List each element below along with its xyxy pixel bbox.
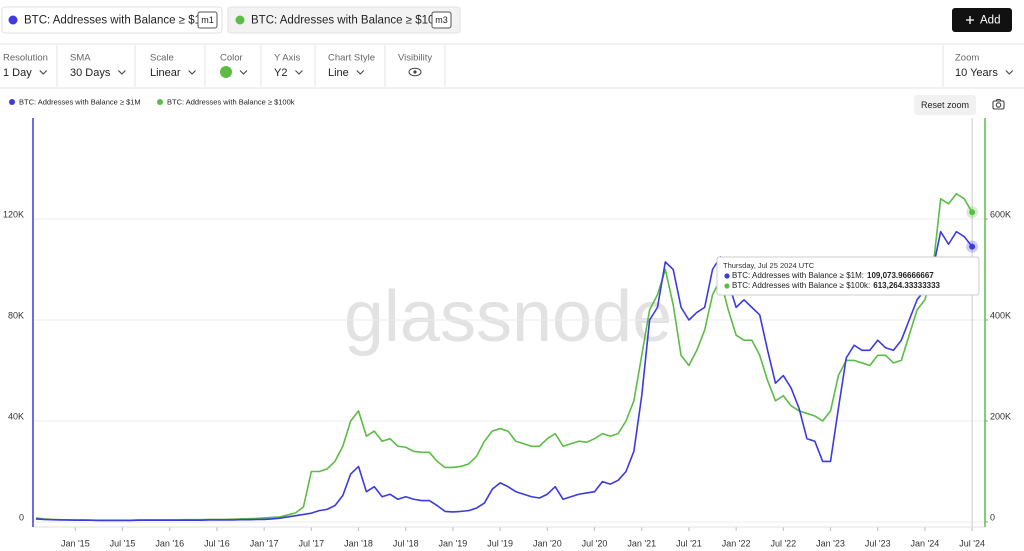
- chevron: [188, 70, 196, 75]
- metric-pill[interactable]: [1, 6, 223, 34]
- toolbar-label: Color: [220, 53, 243, 64]
- metric-badge: [431, 11, 452, 29]
- toolbar-label: Chart Style: [328, 53, 375, 64]
- y2-tick-label: 600K: [990, 209, 1011, 219]
- legend-dot: [157, 99, 163, 105]
- tooltip-dot: [724, 283, 730, 289]
- y-tick-label: 40K: [8, 411, 24, 421]
- x-tick-label: Jan '15: [61, 538, 90, 548]
- x-tick-label: Jan '24: [911, 538, 940, 548]
- y-tick-label: 80K: [8, 310, 24, 320]
- chevron: [239, 70, 248, 75]
- camera-icon[interactable]: [992, 98, 1005, 110]
- toolbar-label: Scale: [150, 53, 174, 64]
- metric-badge: [197, 11, 218, 29]
- legend-dot: [9, 99, 15, 105]
- toolbar-label: Y Axis: [274, 53, 300, 64]
- x-tick-label: Jan '17: [250, 538, 279, 548]
- eye-pupil: [413, 70, 417, 74]
- x-tick-label: Jul '21: [676, 538, 702, 548]
- toolbar-value[interactable]: 10 Years: [955, 67, 998, 79]
- toolbar-value[interactable]: 1 Day: [3, 67, 32, 79]
- metric-name[interactable]: BTC: Addresses with Balance ≥ $100k: [251, 15, 447, 27]
- y2-tick-label: 400K: [990, 310, 1011, 320]
- x-tick-label: Jul '15: [110, 538, 136, 548]
- watermark: glassnode: [344, 277, 672, 357]
- chevron: [117, 70, 126, 75]
- chevron: [1005, 70, 1014, 75]
- x-tick-label: Jan '16: [155, 538, 184, 548]
- x-tick-label: Jul '22: [770, 538, 796, 548]
- metric-name[interactable]: BTC: Addresses with Balance ≥ $1M: [24, 15, 211, 27]
- x-tick-label: Jul '17: [298, 538, 324, 548]
- x-tick-label: Jan '18: [344, 538, 373, 548]
- metric-badge-label: m3: [435, 15, 448, 25]
- x-tick-label: Jan '19: [439, 538, 468, 548]
- toolbar-label: Visibility: [398, 53, 432, 64]
- x-tick-label: Jul '16: [204, 538, 230, 548]
- y-tick-label: 0: [19, 512, 24, 522]
- x-tick-label: Jan '22: [722, 538, 751, 548]
- x-tick-label: Jan '21: [627, 538, 656, 548]
- toolbar-value[interactable]: 30 Days: [70, 67, 111, 79]
- legend-label[interactable]: BTC: Addresses with Balance ≥ $1M: [19, 97, 141, 106]
- x-tick-label: Jul '18: [393, 538, 419, 548]
- tooltip-value: 613,264.33333333: [873, 281, 940, 290]
- metric-badge-label: m1: [201, 15, 214, 25]
- toolbar-value[interactable]: Linear: [150, 67, 181, 79]
- toolbar-value[interactable]: Y2: [274, 67, 287, 79]
- toolbar-label: Resolution: [3, 53, 48, 64]
- toolbar-label: SMA: [70, 53, 91, 64]
- x-tick-label: Jul '19: [487, 538, 513, 548]
- toolbar-label: Zoom: [955, 53, 979, 64]
- tooltip-dot: [724, 273, 730, 279]
- color-swatch[interactable]: [220, 66, 232, 78]
- y-tick-label: 120K: [3, 209, 24, 219]
- hover-point: [969, 243, 976, 250]
- reset-zoom-button[interactable]: [914, 95, 976, 115]
- add-button[interactable]: [952, 8, 1012, 32]
- chevron: [295, 70, 303, 75]
- eye-icon[interactable]: [408, 67, 422, 77]
- x-tick-label: Jul '23: [865, 538, 891, 548]
- reset-zoom-label[interactable]: Reset zoom: [921, 100, 969, 110]
- metric-pill[interactable]: [227, 6, 461, 34]
- x-tick-label: Jul '24: [959, 538, 985, 548]
- tooltip-title: Thursday, Jul 25 2024 UTC: [723, 261, 815, 270]
- legend-label[interactable]: BTC: Addresses with Balance ≥ $100k: [167, 97, 295, 106]
- tooltip: [716, 256, 980, 296]
- hover-point: [969, 209, 976, 216]
- plus-icon: [966, 16, 974, 24]
- legend-dot: [8, 15, 18, 25]
- chevron: [356, 70, 365, 75]
- x-tick-label: Jan '23: [816, 538, 845, 548]
- x-tick-label: Jan '20: [533, 538, 562, 548]
- tooltip-value: 109,073.96666667: [867, 271, 934, 280]
- tooltip-row: BTC: Addresses with Balance ≥ $1M: 109,07…: [732, 271, 934, 280]
- tooltip-row: BTC: Addresses with Balance ≥ $100k: 613,…: [732, 281, 941, 290]
- y2-tick-label: 0: [990, 512, 995, 522]
- x-tick-label: Jul '20: [582, 538, 608, 548]
- legend-dot: [235, 15, 245, 25]
- y2-tick-label: 200K: [990, 411, 1011, 421]
- series-line: [35, 230, 973, 522]
- chevron: [39, 70, 48, 75]
- add-label[interactable]: Add: [980, 15, 1000, 27]
- toolbar-value[interactable]: Line: [328, 67, 349, 79]
- tooltip-label: BTC: Addresses with Balance ≥ $1M:: [732, 271, 864, 280]
- tooltip-label: BTC: Addresses with Balance ≥ $100k:: [732, 281, 870, 290]
